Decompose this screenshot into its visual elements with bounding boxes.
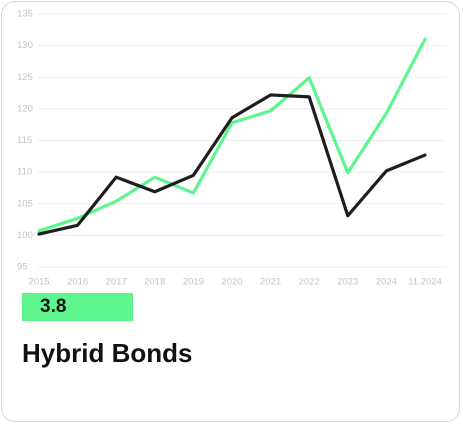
y-tick-label: 105 bbox=[17, 198, 33, 209]
y-tick-label: 135 bbox=[17, 9, 33, 20]
x-tick-label: 2024 bbox=[376, 277, 397, 288]
y-tick-label: 100 bbox=[17, 230, 33, 241]
card-title: Hybrid Bonds bbox=[22, 338, 193, 368]
y-tick-label: 120 bbox=[17, 103, 33, 114]
y-tick-label: 95 bbox=[17, 262, 28, 273]
line bbox=[37, 37, 427, 233]
y-tick-label: 115 bbox=[17, 135, 32, 146]
x-tick-label: 11.2024 bbox=[408, 277, 442, 288]
x-tick-label: 2021 bbox=[260, 277, 281, 288]
x-tick-label: 2017 bbox=[106, 277, 127, 288]
chart: 95 100 105 110 115 120 125 130 135 2015 2016 2017 20… bbox=[17, 9, 446, 288]
x-tick-label: 2019 bbox=[183, 277, 204, 288]
x-tick-label: 2020 bbox=[221, 277, 242, 288]
x-tick-label: 2022 bbox=[299, 277, 320, 288]
x-tick-label: 2016 bbox=[67, 277, 88, 288]
y-tick-label: 110 bbox=[17, 167, 32, 178]
y-tick-label: 130 bbox=[17, 40, 33, 51]
x-tick-label: 2018 bbox=[144, 277, 165, 288]
value-badge: 3.8 bbox=[22, 293, 133, 321]
x-tick-label: 2023 bbox=[337, 277, 358, 288]
line bbox=[37, 93, 427, 236]
x-tick-label: 2015 bbox=[28, 277, 49, 288]
y-tick-label: 125 bbox=[17, 72, 33, 83]
